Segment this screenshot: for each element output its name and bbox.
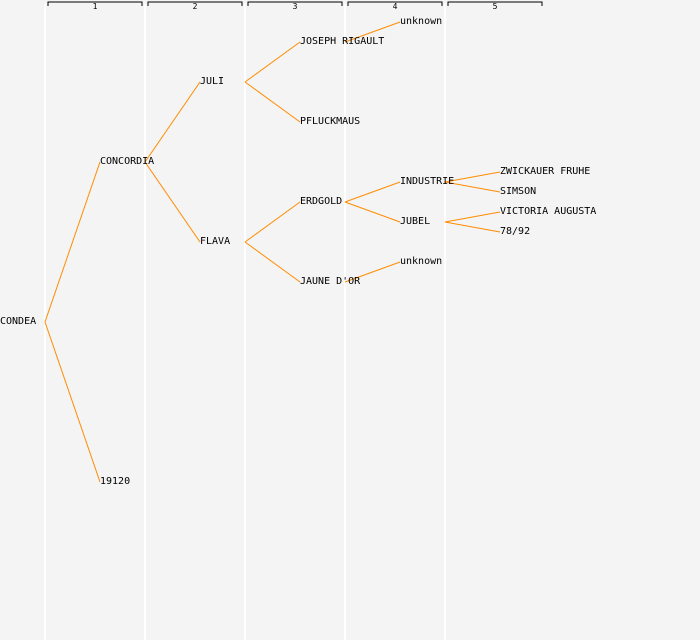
pedigree-edge <box>244 41 301 83</box>
pedigree-edge <box>444 211 501 223</box>
pedigree-edge <box>244 241 301 283</box>
node-19120[interactable]: 19120 <box>100 476 131 487</box>
pedigree-edge <box>344 181 401 203</box>
node-joseph-rigault[interactable]: JOSEPH RIGAULT <box>300 36 385 47</box>
node-unknown-1[interactable]: unknown <box>400 16 443 27</box>
pedigree-edge <box>144 161 201 243</box>
node-jaune-dor[interactable]: JAUNE D'OR <box>300 276 361 287</box>
generation-number: 3 <box>293 2 298 11</box>
pedigree-edge <box>144 81 201 163</box>
generation-number: 2 <box>193 2 198 11</box>
node-victoria-augusta[interactable]: VICTORIA AUGUSTA <box>500 206 597 217</box>
pedigree-edge <box>44 161 101 323</box>
generation-number: 1 <box>93 2 98 11</box>
node-industrie[interactable]: INDUSTRIE <box>400 176 455 187</box>
node-flava[interactable]: FLAVA <box>200 236 231 247</box>
node-pfluckmaus[interactable]: PFLUCKMAUS <box>300 116 361 127</box>
pedigree-edge <box>244 201 301 243</box>
node-juli[interactable]: JULI <box>200 76 225 87</box>
node-jubel[interactable]: JUBEL <box>400 216 431 227</box>
pedigree-edge <box>344 261 401 283</box>
pedigree-edge <box>444 221 501 233</box>
generation-bracket <box>347 1 443 6</box>
generation-bracket <box>447 1 543 6</box>
pedigree-edge <box>44 321 101 483</box>
generation-number: 5 <box>493 2 498 11</box>
pedigree-edge <box>344 201 401 223</box>
node-simson[interactable]: SIMSON <box>500 186 537 197</box>
generation-bracket <box>147 1 243 6</box>
node-erdgold[interactable]: ERDGOLD <box>300 196 343 207</box>
generation-bracket <box>47 1 143 6</box>
pedigree-edge <box>444 171 501 183</box>
node-concordia[interactable]: CONCORDIA <box>100 156 155 167</box>
pedigree-edge <box>244 81 301 123</box>
node-78-92[interactable]: 78/92 <box>500 226 531 237</box>
node-unknown-2[interactable]: unknown <box>400 256 443 267</box>
node-condea[interactable]: CONDEA <box>0 316 37 327</box>
node-zwickauer-fruhe[interactable]: ZWICKAUER FRUHE <box>500 166 591 177</box>
generation-bracket <box>247 1 343 6</box>
generation-number: 4 <box>393 2 398 11</box>
pedigree-edge <box>444 181 501 193</box>
pedigree-edge <box>344 21 401 43</box>
